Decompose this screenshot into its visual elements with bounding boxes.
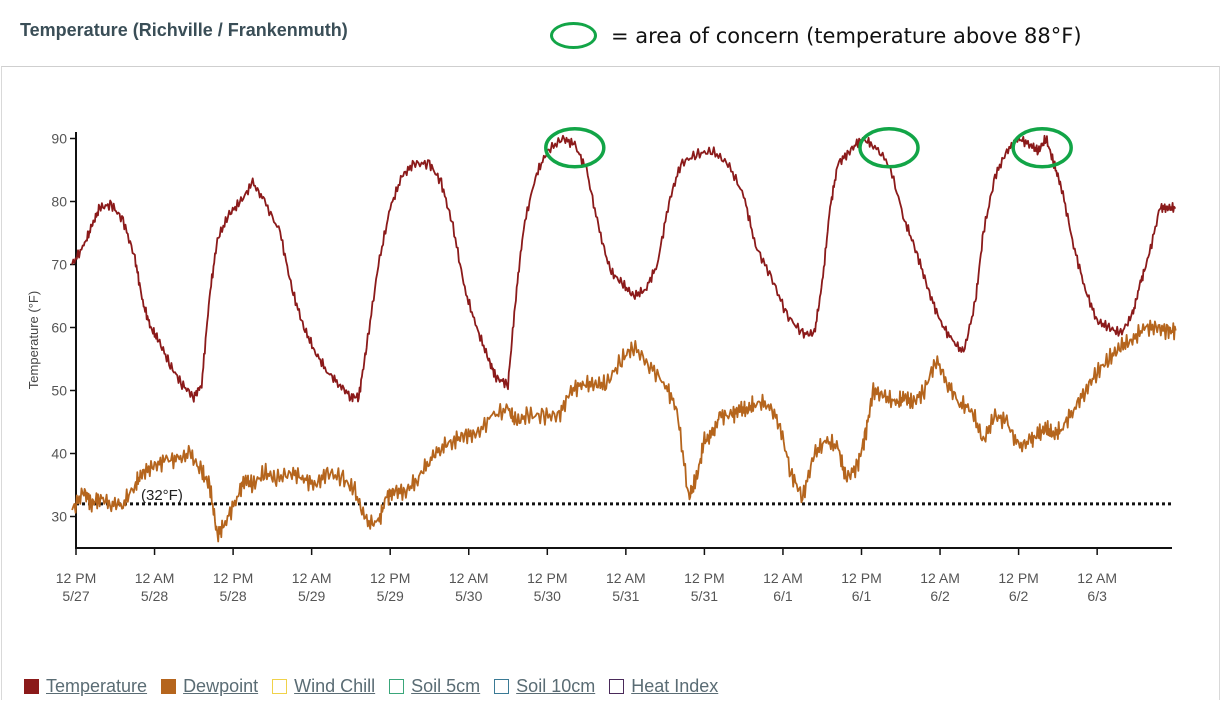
- legend-item-soil-10cm[interactable]: Soil 10cm: [494, 676, 595, 697]
- legend-label: Soil 10cm: [516, 676, 596, 696]
- y-tick-label: 90: [51, 131, 67, 147]
- legend-swatch-icon: [24, 679, 39, 694]
- legend-item-dewpoint[interactable]: Dewpoint: [161, 676, 258, 697]
- legend-item-temperature[interactable]: Temperature: [24, 676, 147, 697]
- legend-swatch-icon: [494, 679, 510, 694]
- chart-legend: Temperature Dewpoint Wind Chill Soil 5cm Soi…: [24, 676, 732, 697]
- x-tick-label-date: 5/31: [612, 588, 639, 604]
- concern-note-text: = area of concern (temperature above 88°…: [611, 23, 1082, 48]
- x-tick-label-time: 12 PM: [56, 570, 96, 586]
- y-axis-label: Temperature (°F): [26, 291, 41, 389]
- legend-item-wind-chill[interactable]: Wind Chill: [272, 676, 375, 697]
- chart-frame: [1, 66, 1220, 700]
- x-tick-label-time: 12 PM: [684, 570, 724, 586]
- x-tick-label-date: 6/1: [773, 588, 793, 604]
- x-tick-label-date: 5/27: [62, 588, 89, 604]
- x-tick-label-time: 12 AM: [135, 570, 175, 586]
- x-tick-label-date: 5/29: [377, 588, 404, 604]
- x-tick-label-date: 6/3: [1087, 588, 1107, 604]
- legend-item-heat-index[interactable]: Heat Index: [609, 676, 718, 697]
- concern-area-oval: [1011, 127, 1073, 169]
- x-tick-label-date: 5/28: [219, 588, 246, 604]
- legend-label: Heat Index: [631, 676, 719, 696]
- chart-title: Temperature (Richville / Frankenmuth): [20, 20, 348, 40]
- y-tick-label: 50: [51, 383, 67, 399]
- legend-label: Temperature: [46, 676, 148, 696]
- concern-area-oval: [858, 127, 920, 169]
- x-tick-label-time: 12 PM: [998, 570, 1038, 586]
- x-tick-label-date: 5/31: [691, 588, 718, 604]
- y-tick-label: 60: [51, 320, 67, 336]
- legend-swatch-icon: [389, 679, 405, 694]
- x-tick-label-date: 6/2: [930, 588, 950, 604]
- concern-area-oval: [544, 127, 606, 169]
- x-tick-label-time: 12 AM: [1077, 570, 1117, 586]
- x-tick-label-date: 5/30: [455, 588, 482, 604]
- x-tick-label-time: 12 AM: [920, 570, 960, 586]
- y-tick-label: 30: [51, 509, 67, 525]
- x-tick-label-time: 12 PM: [213, 570, 253, 586]
- x-tick-label-time: 12 PM: [841, 570, 881, 586]
- x-tick-label-time: 12 PM: [370, 570, 410, 586]
- concern-oval-icon: [550, 22, 597, 49]
- legend-swatch-icon: [272, 679, 288, 694]
- legend-swatch-icon: [609, 679, 625, 694]
- temperature-series-line: [71, 134, 1176, 403]
- legend-label: Wind Chill: [294, 676, 376, 696]
- legend-swatch-icon: [161, 679, 177, 694]
- x-tick-label-date: 5/30: [534, 588, 561, 604]
- x-tick-label-time: 12 AM: [763, 570, 803, 586]
- legend-label: Dewpoint: [183, 676, 259, 696]
- y-tick-label: 80: [51, 194, 67, 210]
- y-tick-label: 70: [51, 257, 67, 273]
- x-tick-label-date: 5/29: [298, 588, 325, 604]
- dewpoint-series-line: [71, 319, 1177, 543]
- x-tick-label-date: 5/28: [141, 588, 168, 604]
- x-tick-label-time: 12 AM: [449, 570, 489, 586]
- x-tick-label-time: 12 PM: [527, 570, 567, 586]
- x-tick-label-time: 12 AM: [292, 570, 332, 586]
- freezing-reference-label: (32°F): [141, 487, 183, 504]
- x-tick-label-time: 12 AM: [606, 570, 646, 586]
- legend-item-soil-5cm[interactable]: Soil 5cm: [389, 676, 480, 697]
- x-tick-label-date: 6/1: [852, 588, 872, 604]
- y-tick-label: 40: [51, 446, 67, 462]
- concern-note: = area of concern (temperature above 88°…: [550, 22, 1082, 49]
- legend-label: Soil 5cm: [411, 676, 481, 696]
- x-tick-label-date: 6/2: [1009, 588, 1029, 604]
